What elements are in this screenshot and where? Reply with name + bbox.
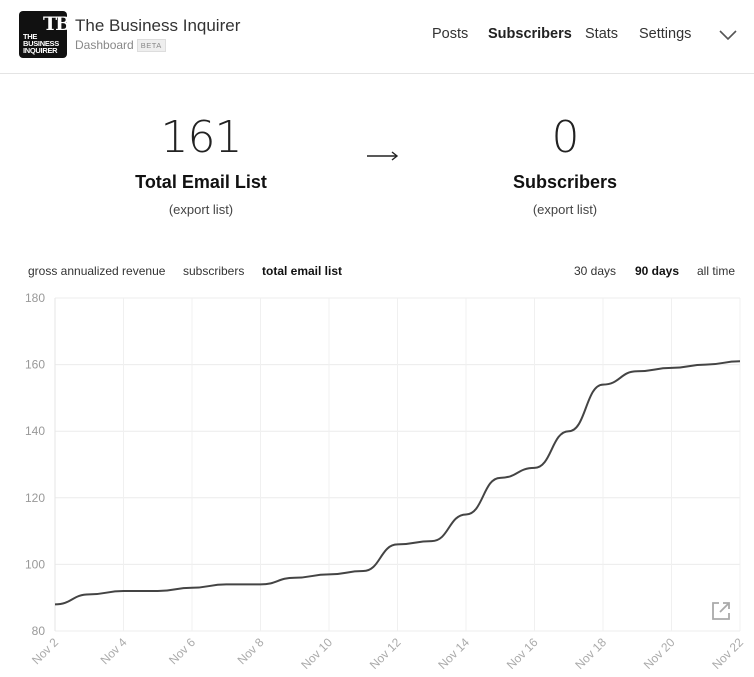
x-tick-label: Nov 4 (98, 635, 130, 667)
subscribers-count: 0 (551, 112, 580, 163)
x-tick-label: Nov 8 (235, 635, 267, 667)
subscribers-export-link[interactable]: (export list) (532, 202, 598, 217)
x-tick-label: Nov 22 (709, 635, 746, 672)
publication-name[interactable]: The Business Inquirer (75, 16, 241, 35)
beta-badge: BETA (136, 38, 166, 52)
publication-logo[interactable]: TB THE BUSINESS INQUIRER (19, 11, 67, 58)
arrow-right-icon (367, 151, 399, 161)
email-list-count: 161 (160, 112, 243, 163)
chart-grid (54, 297, 741, 632)
chart-series (54, 360, 741, 606)
y-tick-label: 140 (25, 424, 45, 438)
x-tick-label: Nov 6 (166, 635, 198, 667)
x-tick-label: Nov 12 (367, 635, 404, 672)
x-tick-label: Nov 18 (572, 635, 609, 672)
x-tick-label: Nov 20 (641, 635, 678, 672)
x-tick-label: Nov 16 (504, 635, 541, 672)
y-tick-label: 80 (32, 624, 46, 638)
subscribers-label: Subscribers (512, 172, 618, 192)
range-all-time[interactable]: all time (697, 264, 736, 278)
nav-settings[interactable]: Settings (639, 26, 692, 42)
y-tick-label: 100 (25, 557, 45, 571)
nav-posts[interactable]: Posts (432, 26, 469, 42)
x-axis-ticks: Nov 2 Nov 4 Nov 6 Nov 8 Nov 10 Nov 12 Nov 14 No… (29, 635, 746, 672)
tab-subscribers[interactable]: subscribers (183, 264, 245, 278)
x-tick-label: Nov 14 (435, 635, 472, 672)
logo-text: THE BUSINESS INQUIRER (23, 32, 59, 55)
dashboard-subtitle: Dashboard BETA (75, 38, 166, 52)
x-tick-label: Nov 2 (29, 635, 61, 667)
dashboard-label: Dashboard (75, 38, 134, 52)
tab-gross-annualized-revenue[interactable]: gross annualized revenue (28, 264, 166, 278)
y-tick-label: 120 (25, 491, 45, 505)
y-tick-label: 160 (25, 358, 45, 372)
x-tick-label: Nov 10 (298, 635, 335, 672)
logo-monogram: TB (43, 13, 67, 35)
chevron-down-icon[interactable] (718, 28, 738, 42)
tab-total-email-list[interactable]: total email list (262, 264, 343, 278)
range-90-days[interactable]: 90 days (635, 264, 680, 278)
email-list-label: Total Email List (135, 172, 267, 192)
y-axis-ticks: 80 100 120 140 160 180 (25, 291, 45, 638)
header: TB THE BUSINESS INQUIRER The Business In… (0, 0, 754, 74)
nav-stats[interactable]: Stats (585, 26, 619, 42)
nav-subscribers[interactable]: Subscribers (488, 26, 572, 42)
range-30-days[interactable]: 30 days (574, 264, 617, 278)
email-list-export-link[interactable]: (export list) (168, 202, 234, 217)
series-line-total-email-list (54, 360, 741, 606)
y-tick-label: 180 (25, 291, 45, 305)
external-link-icon[interactable] (710, 600, 732, 622)
